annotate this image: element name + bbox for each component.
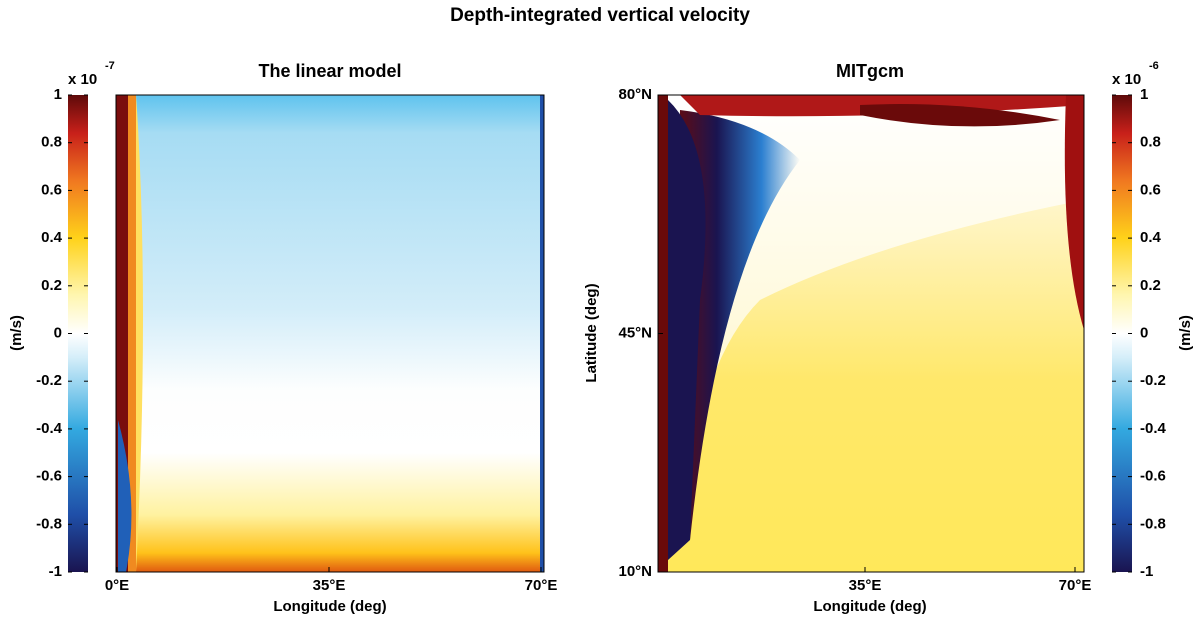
y-tick-label: 10°N [618,563,652,580]
x-tick-label: 70°E [525,577,558,594]
y-axis-label: Latitude (deg) [583,283,600,382]
colorbar-tick-label: 0.8 [1140,134,1161,151]
axes-frame [115,94,545,573]
heatmap-field [658,95,1084,572]
colorbar-tick-label: 0.4 [41,229,63,246]
colorbar-label: (m/s) [1177,315,1194,351]
colorbar-exponent: -7 [105,60,115,72]
panel-title: The linear model [258,61,401,81]
colorbar-tick-label: -1 [49,563,62,580]
x-tick-label: 35°E [849,577,882,594]
colorbar-tick-label: -0.4 [36,420,63,437]
colorbar-tick-label: -0.8 [1140,515,1166,532]
colorbar [68,95,88,572]
colorbar-label: (m/s) [8,315,25,351]
colorbar-tick-label: 0.2 [1140,277,1161,294]
colorbar-tick-label: 0 [1140,324,1148,341]
colorbar [1112,95,1132,572]
colorbar-tick-label: -0.8 [36,515,62,532]
colorbar-scale: x 10 [1112,71,1141,88]
figure-title: Depth-integrated vertical velocity [450,5,750,26]
colorbar-tick-label: 0.6 [1140,181,1161,198]
x-axis-label: Longitude (deg) [273,598,386,615]
colorbar-tick-label: -0.2 [36,372,62,389]
panel-title: MITgcm [836,61,904,81]
colorbar-tick-label: -0.6 [1140,468,1166,485]
colorbar-tick-label: -0.2 [1140,372,1166,389]
heatmap-field [116,95,544,572]
colorbar-tick-label: 0.8 [41,134,62,151]
x-tick-label: 70°E [1059,577,1092,594]
colorbar-tick-label: 1 [1140,86,1148,103]
colorbar-tick-label: -0.6 [36,468,62,485]
colorbar-tick-label: 0.4 [1140,229,1162,246]
colorbar-exponent: -6 [1149,60,1159,72]
colorbar-tick-label: 0.6 [41,181,62,198]
colorbar-tick-label: 1 [54,86,62,103]
colorbar-tick-label: -0.4 [1140,420,1167,437]
x-tick-label: 35°E [313,577,346,594]
colorbar-tick-label: 0.2 [41,277,62,294]
colorbar-tick-label: -1 [1140,563,1153,580]
x-tick-label: 0°E [105,577,129,594]
x-axis-label: Longitude (deg) [813,598,926,615]
colorbar-tick-label: 0 [54,324,62,341]
colorbar-scale: x 10 [68,71,97,88]
y-tick-label: 45°N [618,324,652,341]
y-tick-label: 80°N [618,86,652,103]
